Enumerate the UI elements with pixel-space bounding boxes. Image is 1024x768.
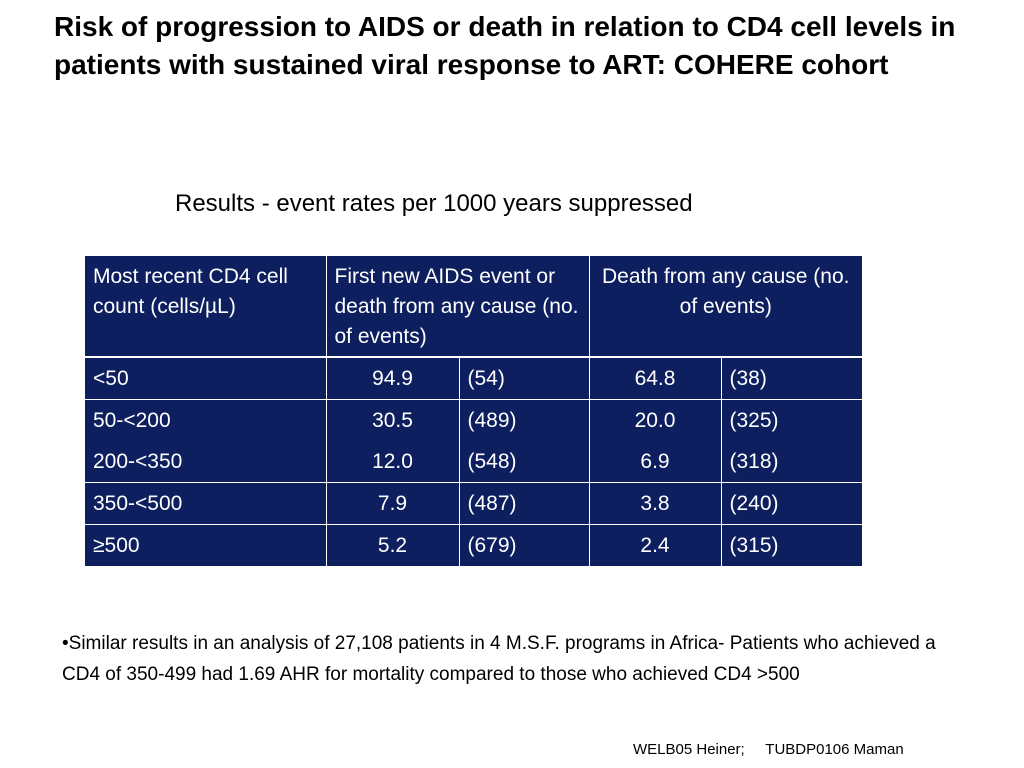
death-events-cell: (318) (729, 450, 779, 473)
table-row: 50-<200 30.5 (489) 20.0 (325) (85, 399, 862, 441)
aids-events-cell: (679) (459, 524, 590, 566)
aids-rate-cell: 7.9 (326, 482, 460, 525)
header-cd4-count: Most recent CD4 cell count (cells/µL) (85, 256, 327, 357)
death-rate-cell: 6.9 (589, 441, 722, 483)
cd4-range-cell: ≥500 (85, 524, 327, 566)
death-rate-cell: 20.0 (589, 399, 722, 441)
death-events-cell: (240) (729, 492, 779, 515)
table-row: 200-<350 12.0 (548) 6.9 (318) (85, 441, 863, 483)
table-header-row: Most recent CD4 cell count (cells/µL) Fi… (85, 256, 863, 357)
death-rate-cell: 3.8 (589, 482, 722, 525)
references-text: WELB05 Heiner; TUBDP0106 Maman (633, 741, 904, 758)
cd4-range-cell: 50-<200 (85, 399, 327, 441)
death-events-cell: (315) (729, 534, 779, 557)
aids-rate-cell: 12.0 (326, 441, 460, 483)
table-row: <50 94.9 (54) 64.8 (38) (85, 357, 863, 400)
footnote-text: •Similar results in an analysis of 27,10… (62, 633, 936, 685)
death-rate-cell: 64.8 (589, 357, 722, 400)
death-rate-cell: 2.4 (589, 524, 722, 566)
header-death-any-cause: Death from any cause (no. of events) (602, 265, 850, 318)
cd4-event-rate-table: Most recent CD4 cell count (cells/µL) Fi… (85, 256, 863, 566)
aids-rate-cell: 30.5 (326, 399, 460, 441)
slide-title: Risk of progression to AIDS or death in … (54, 11, 956, 80)
table-row: ≥500 5.2 (679) 2.4 (315) (85, 524, 862, 566)
table-row: 350-<500 7.9 (487) 3.8 (240) (85, 482, 863, 525)
aids-events-cell: (54) (459, 357, 590, 400)
cd4-range-cell: 350-<500 (85, 482, 327, 525)
cd4-range-cell: <50 (85, 357, 327, 400)
aids-events-cell: (487) (459, 482, 590, 525)
aids-events-cell: (548) (459, 441, 590, 483)
aids-rate-cell: 94.9 (326, 357, 460, 400)
death-events-cell: (325) (729, 409, 779, 432)
aids-rate-cell: 5.2 (326, 524, 460, 566)
slide-subtitle: Results - event rates per 1000 years sup… (175, 190, 693, 217)
aids-events-cell: (489) (459, 399, 590, 441)
header-aids-or-death: First new AIDS event or death from any c… (326, 256, 590, 357)
death-events-cell: (38) (729, 367, 767, 390)
cd4-range-cell: 200-<350 (85, 441, 327, 483)
